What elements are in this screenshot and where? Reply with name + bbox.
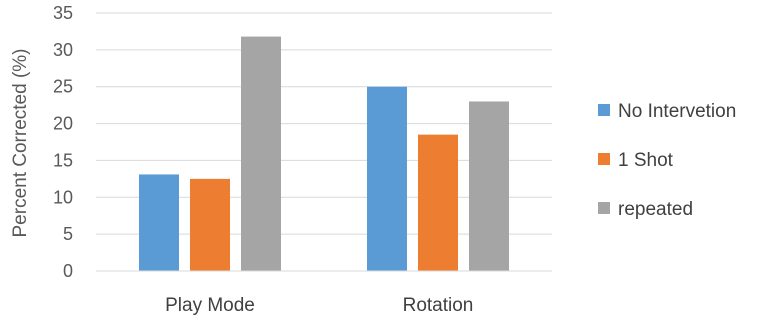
y-tick-label: 15 [53,150,73,170]
y-tick-label: 5 [63,224,73,244]
bar-no-intervetion-play-mode [139,174,179,271]
x-category-label: Play Mode [165,295,255,316]
y-tick-label: 20 [53,114,73,134]
y-tick-label: 35 [53,3,73,23]
legend-swatch [598,104,610,116]
y-tick-label: 0 [63,261,73,281]
legend-swatch [598,153,610,165]
bar-repeated-play-mode [241,36,281,272]
bar-1-shot-rotation [418,134,458,271]
legend-label: No Intervetion [618,101,736,122]
legend: No Intervetion 1 Shot repeated [598,101,736,220]
y-tick-label: 30 [53,40,73,60]
bars [96,36,552,272]
y-axis-ticks: 0 5 10 15 20 25 30 35 [53,3,73,281]
legend-swatch [598,202,610,214]
legend-label: 1 Shot [618,150,674,171]
y-tick-label: 25 [53,77,73,97]
y-tick-label: 10 [53,187,73,207]
bar-1-shot-play-mode [190,178,230,271]
x-category-label: Rotation [403,295,474,316]
bar-no-intervetion-rotation [367,86,407,271]
legend-label: repeated [618,199,693,220]
y-axis-label: Percent Corrected (%) [10,48,31,237]
x-axis-categories: Play Mode Rotation [165,295,473,316]
bar-repeated-rotation [469,101,509,271]
